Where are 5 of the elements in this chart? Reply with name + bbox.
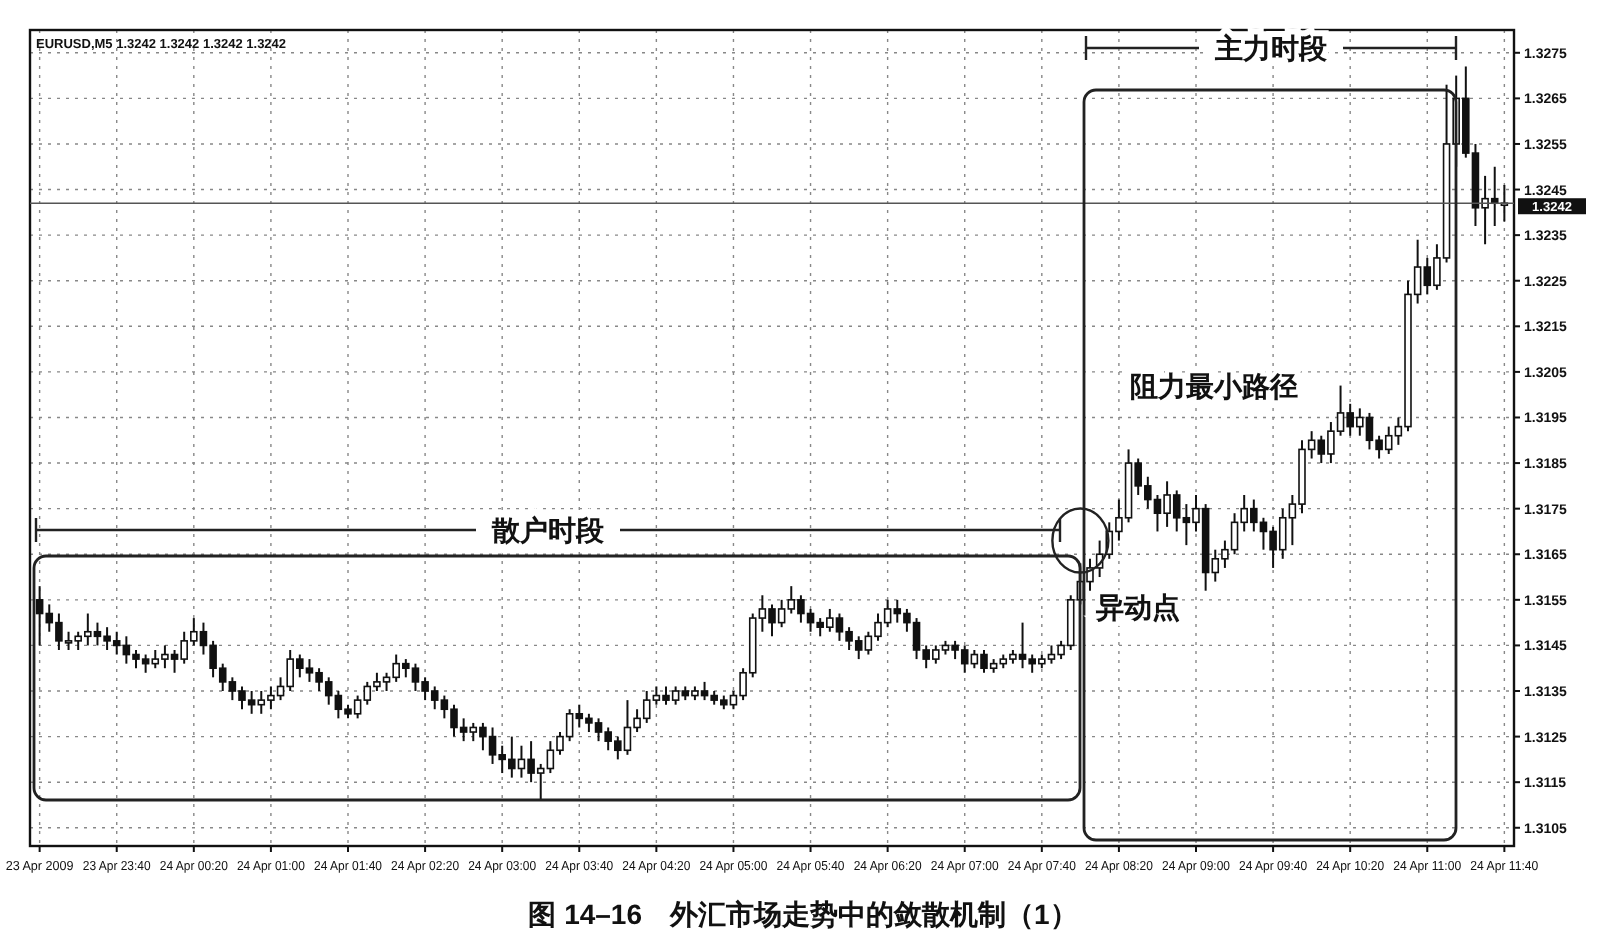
annotation: 散户时段 xyxy=(490,514,606,546)
annotation: 异动点 xyxy=(1094,590,1181,623)
annotation: 阻力最小路径 xyxy=(1130,370,1298,402)
text: 图 14–16 外汇市场走势中的敛散机制（1） xyxy=(528,898,1078,930)
annotation: 主力时段 xyxy=(1213,32,1329,64)
